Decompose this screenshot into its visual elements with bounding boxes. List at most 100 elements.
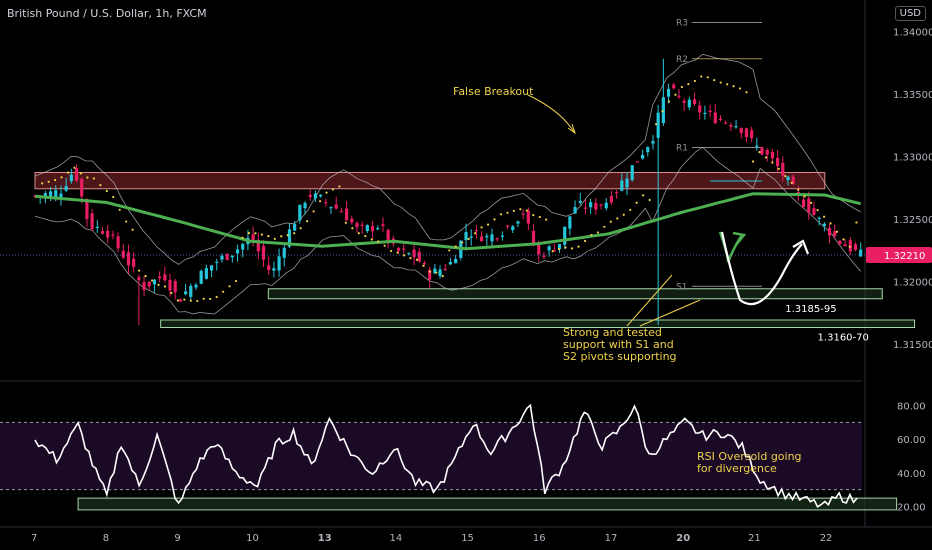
psar-dot [506, 211, 509, 214]
psar-dot [855, 221, 858, 224]
candle-body [833, 231, 837, 237]
candle-body [578, 201, 582, 203]
rsi-tick-label: 20.00 [897, 503, 926, 514]
time-tick-label: 15 [461, 533, 474, 544]
candle-body [713, 112, 717, 124]
price-tick-label: 1.34000 [893, 27, 932, 38]
psar-dot [693, 79, 696, 83]
psar-dot [377, 240, 380, 243]
psar-dot [338, 185, 341, 188]
candle-body [547, 246, 551, 251]
psar-dot [228, 285, 231, 288]
psar-dot [280, 235, 283, 238]
candle-body [796, 192, 800, 194]
psar-dot [364, 234, 367, 238]
candle-body [147, 281, 151, 287]
candle-body [215, 261, 219, 263]
psar-dot [797, 188, 800, 191]
candle-body [376, 228, 380, 230]
candle-body [542, 255, 546, 258]
psar-dot [163, 285, 167, 288]
psar-dot [545, 218, 548, 221]
candle-body [807, 198, 811, 213]
candle-body [448, 262, 453, 265]
candle-body [609, 195, 614, 203]
psar-dot [370, 238, 373, 241]
candle-body [677, 95, 681, 98]
time-tick-label: 10 [246, 533, 259, 544]
candle-body [630, 165, 634, 180]
psar-dot [215, 295, 218, 299]
psar-dot [842, 238, 845, 241]
psar-dot [706, 76, 709, 79]
candle-body [370, 226, 375, 232]
candle-body [526, 210, 530, 224]
psar-dot [532, 214, 535, 217]
psar-dot [719, 81, 722, 84]
candle-body [152, 279, 157, 285]
candle-body [189, 285, 193, 297]
psar-dot [306, 220, 309, 223]
candle-body [640, 154, 645, 159]
candle-body [230, 255, 234, 258]
candle-body [760, 147, 764, 155]
psar-dot [86, 176, 89, 179]
psar-dot [635, 201, 638, 204]
candle-body [319, 194, 323, 197]
psar-dot [273, 237, 276, 240]
psar-dot [396, 251, 399, 254]
candle-body [703, 112, 707, 114]
candle-body [859, 249, 863, 257]
psar-dot [105, 189, 108, 193]
time-tick-label: 9 [174, 533, 180, 544]
candle-body [64, 186, 68, 191]
psar-dot [629, 208, 632, 211]
candle-body [469, 236, 473, 238]
candle-body [708, 110, 712, 112]
candle-body [744, 128, 749, 138]
psar-dot [454, 245, 457, 248]
psar-dot [461, 241, 464, 244]
candle-body [770, 151, 775, 159]
psar-dot [467, 237, 470, 241]
psar-dot [344, 221, 347, 224]
psar-dot [609, 220, 612, 223]
lower-band [34, 146, 862, 315]
psar-dot [267, 235, 270, 238]
price-tick-label: 1.32000 [893, 277, 932, 288]
candle-body [537, 244, 541, 255]
psar-dot [745, 91, 748, 94]
candle-body [786, 176, 790, 181]
currency-badge[interactable]: USD [894, 6, 926, 21]
candle-body [490, 234, 494, 242]
psar-dot [512, 209, 516, 213]
psar-dot [603, 225, 606, 228]
candle-body [251, 234, 255, 243]
candle-body [656, 112, 660, 138]
candle-body [505, 225, 510, 227]
candle-body [682, 100, 686, 103]
candle-body [827, 227, 832, 236]
candle-body [563, 226, 567, 245]
psar-dot [312, 210, 315, 213]
psar-dot [667, 100, 671, 103]
candle-body [178, 299, 183, 302]
candle-body [48, 191, 53, 199]
candle-body [801, 199, 806, 207]
candle-body [739, 128, 743, 134]
candle-body [303, 202, 307, 209]
chart-title: British Pound / U.S. Dollar, 1h, FXCM [7, 7, 207, 20]
candle-body [313, 193, 318, 199]
candle-body [417, 251, 421, 262]
candle-body [74, 168, 79, 181]
candle-body [594, 202, 598, 210]
psar-dot [622, 213, 625, 216]
psar-dot [499, 213, 503, 216]
psar-dot [525, 209, 528, 212]
candle-body [59, 193, 63, 198]
psar-dot [829, 222, 832, 225]
candle-body [692, 99, 697, 105]
candle-body [33, 195, 37, 197]
psar-dot [41, 182, 44, 185]
